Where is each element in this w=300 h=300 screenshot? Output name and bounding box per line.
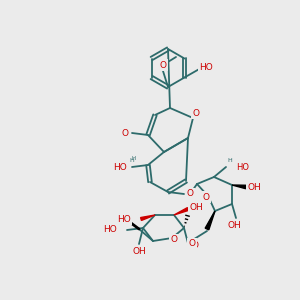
- Text: H: H: [130, 158, 134, 163]
- Text: HO: HO: [113, 163, 127, 172]
- Text: O: O: [193, 109, 200, 118]
- Text: HO: HO: [103, 226, 117, 235]
- Text: HO: HO: [200, 63, 213, 72]
- Text: O: O: [122, 128, 128, 137]
- Text: OH: OH: [132, 248, 146, 256]
- Polygon shape: [232, 185, 246, 189]
- Text: OH: OH: [189, 202, 203, 211]
- Polygon shape: [174, 208, 189, 215]
- Text: H: H: [228, 158, 232, 164]
- Text: O: O: [188, 239, 196, 248]
- Text: O: O: [170, 236, 178, 244]
- Text: OH: OH: [227, 221, 241, 230]
- Text: O: O: [160, 61, 167, 70]
- Text: HO: HO: [117, 214, 131, 224]
- Polygon shape: [205, 211, 215, 230]
- Text: O: O: [187, 190, 194, 199]
- Text: HO: HO: [236, 163, 249, 172]
- Text: H: H: [132, 157, 136, 161]
- Text: O: O: [191, 241, 199, 250]
- Text: O: O: [202, 193, 209, 202]
- Text: OH: OH: [247, 182, 261, 191]
- Polygon shape: [141, 215, 155, 220]
